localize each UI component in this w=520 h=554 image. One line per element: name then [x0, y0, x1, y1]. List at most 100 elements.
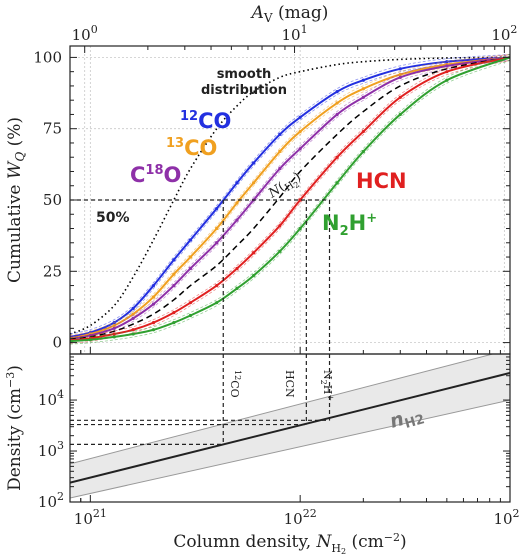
point-13co: [278, 149, 282, 154]
point-n2h-: [188, 313, 193, 318]
point-n2h-: [131, 332, 135, 336]
point-n2h-: [398, 112, 402, 117]
series-c18o-lower: [70, 60, 510, 343]
series-c18o: [70, 56, 510, 341]
point-13co: [131, 312, 135, 316]
point-12co: [151, 283, 156, 288]
point-12co: [335, 90, 339, 94]
smooth-label-line2: distribution: [201, 83, 287, 98]
point-hcn: [252, 251, 256, 255]
marker-label-12co: 12CO: [228, 370, 242, 398]
point-hcn: [361, 129, 365, 134]
bottom-y-tick-label: 104: [38, 388, 64, 409]
density-line: [70, 371, 510, 484]
point-12co: [298, 115, 302, 119]
marker-label-hcn: HCN: [283, 370, 296, 398]
label-c18o: C18O: [130, 163, 181, 187]
top-x-tick-label: 100: [72, 23, 98, 44]
point-hcn: [215, 283, 219, 288]
point-12co: [278, 132, 282, 137]
label-12co: 12CO: [180, 109, 231, 133]
top-guides: [70, 199, 331, 354]
point-12co: [188, 238, 193, 242]
point-13co: [235, 201, 239, 205]
point-13co: [151, 295, 156, 299]
point-c18o: [361, 95, 365, 99]
point-n2h-: [88, 338, 92, 342]
point-c18o: [131, 316, 135, 320]
point-13co: [252, 181, 256, 185]
point-13co: [361, 87, 365, 91]
smooth-label-line1: smooth: [217, 67, 272, 82]
series-n2h-: [70, 56, 510, 343]
series-hcn-upper: [70, 54, 510, 338]
top-curves: [70, 54, 510, 345]
bottom-y-tick-label: 102: [38, 490, 64, 511]
x-tick-label: 1023: [493, 507, 520, 528]
point-n2h-: [361, 149, 365, 154]
label-fifty-percent: 50%: [96, 210, 130, 226]
point-13co: [398, 72, 402, 77]
series-n2h--lower: [70, 60, 510, 345]
point-hcn: [298, 198, 302, 202]
top-x-tick-label: 101: [281, 23, 307, 44]
point-13co: [172, 272, 176, 276]
label-13co: 13CO: [166, 136, 217, 160]
series-n-h2-: [70, 56, 510, 340]
label-n2h: N2H+: [322, 211, 377, 239]
point-13co: [298, 129, 302, 134]
label-nh2: N(H2): [265, 170, 305, 205]
point-c18o: [445, 64, 449, 68]
point-n2h-: [278, 249, 282, 253]
point-c18o: [235, 218, 239, 222]
y-tick-label: 25: [43, 262, 62, 280]
point-c18o: [298, 147, 302, 151]
point-c18o: [172, 283, 176, 288]
point-12co: [361, 78, 365, 82]
point-n2h-: [172, 321, 176, 325]
point-c18o: [278, 167, 282, 171]
band-label: nH2: [387, 402, 426, 435]
point-hcn: [398, 95, 402, 99]
point-12co: [252, 161, 256, 165]
y-tick-label: 75: [43, 120, 62, 138]
density-band-lower: [70, 399, 510, 499]
axis-ticks: 0 25 50 75 100 100 101 102 1021 1022 1023 102 103 104: [33, 23, 520, 528]
point-hcn: [151, 321, 156, 325]
point-c18o: [335, 112, 339, 117]
point-c18o: [215, 241, 219, 245]
point-13co: [215, 226, 219, 231]
point-n2h-: [445, 78, 449, 82]
point-n2h-: [112, 335, 116, 339]
point-hcn: [172, 311, 176, 315]
x-tick-label: 1022: [284, 507, 317, 528]
label-hcn: HCN: [356, 169, 407, 193]
bottom-y-tick-label: 103: [38, 439, 64, 460]
point-12co: [131, 306, 135, 310]
y-tick-label: 50: [43, 191, 62, 209]
top-axis-label: AV (mag): [250, 3, 329, 25]
bottom-guides: [70, 354, 331, 445]
point-12co: [235, 181, 239, 185]
point-c18o: [398, 75, 402, 79]
point-n2h-: [335, 181, 339, 185]
series-13co: [70, 56, 510, 340]
top-y-axis-label: Cumulative WQ (%): [5, 117, 27, 283]
point-n2h-: [151, 328, 156, 332]
point-hcn: [188, 301, 193, 305]
y-tick-label: 0: [52, 334, 62, 352]
point-hcn: [445, 70, 449, 74]
density-band-fill: [70, 354, 510, 498]
point-12co: [398, 67, 402, 71]
point-n2h-: [298, 226, 302, 231]
x-axis-label: Column density, NH2 (cm−2): [173, 531, 406, 554]
point-c18o: [188, 266, 193, 271]
series-hcn-lower: [70, 60, 510, 344]
point-13co: [335, 101, 339, 105]
series-n2h--upper: [70, 54, 510, 339]
point-n2h-: [215, 301, 219, 305]
point-n2h-: [235, 286, 239, 291]
series-13co-upper: [70, 54, 510, 336]
series-c18o-upper: [70, 54, 510, 337]
marker-label-n2h: N2H+: [319, 370, 335, 401]
